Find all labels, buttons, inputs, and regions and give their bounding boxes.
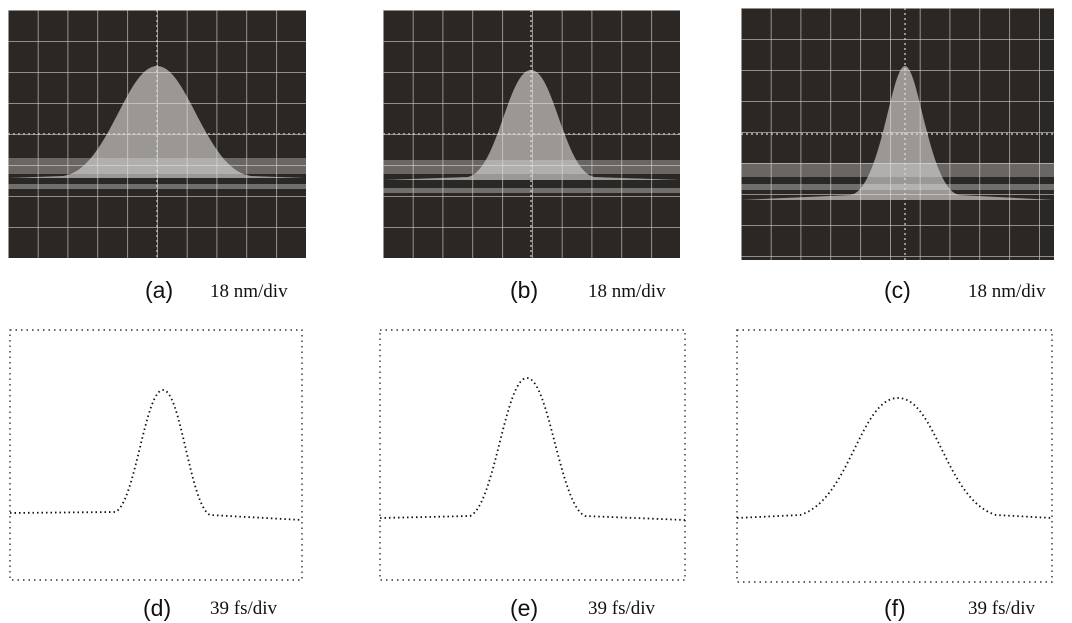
panel-scale: 39 fs/div bbox=[588, 598, 656, 619]
trace-frame bbox=[736, 329, 1053, 583]
spectrum-photo bbox=[383, 10, 680, 258]
panel-label: (e) bbox=[510, 595, 538, 621]
pulse-trace bbox=[736, 397, 1053, 519]
spectrum-photo bbox=[8, 10, 306, 258]
pulse-trace bbox=[9, 389, 303, 521]
panel-label: (b) bbox=[510, 277, 538, 303]
panel-scale: 18 nm/div bbox=[210, 281, 288, 302]
trace-frame bbox=[379, 329, 686, 581]
panel-scale: 39 fs/div bbox=[968, 598, 1036, 619]
pulse-trace bbox=[379, 377, 686, 521]
panel-label: (f) bbox=[884, 595, 906, 621]
panel-scale: 18 nm/div bbox=[968, 281, 1046, 302]
spectrum-photo bbox=[741, 8, 1054, 260]
panel-label: (d) bbox=[143, 595, 171, 621]
trace-frame bbox=[9, 329, 303, 581]
panel-label: (c) bbox=[884, 277, 911, 303]
panel-scale: 39 fs/div bbox=[210, 598, 278, 619]
panel-label: (a) bbox=[145, 277, 173, 303]
panel-scale: 18 nm/div bbox=[588, 281, 666, 302]
